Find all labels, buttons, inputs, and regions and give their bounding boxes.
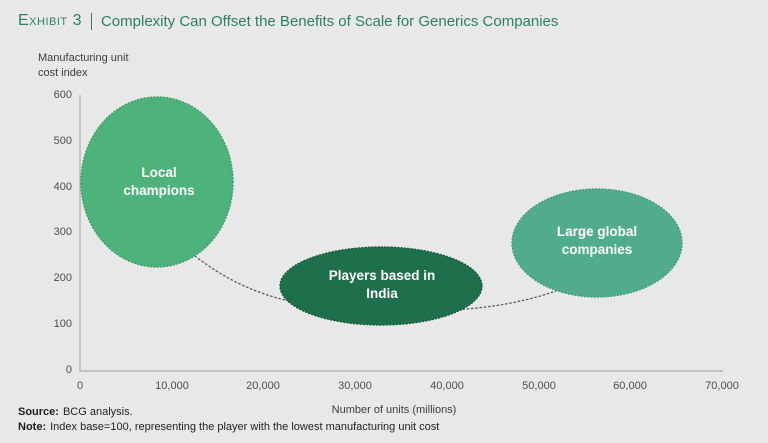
note-text: Index base=100, representing the player …	[50, 421, 440, 433]
source-label: Source:	[18, 406, 59, 418]
x-tick-70000: 70,000	[705, 380, 739, 392]
chart-title: Complexity Can Offset the Benefits of Sc…	[100, 12, 559, 30]
exhibit-header: Exhibit 3 Complexity Can Offset the Bene…	[18, 10, 558, 32]
y-tick-200: 200	[53, 272, 72, 284]
axis-lines	[79, 95, 723, 372]
bubble-large-global	[511, 188, 683, 298]
source-line: Source: BCG analysis.	[18, 405, 439, 420]
x-tick-50000: 50,000	[522, 380, 556, 392]
footer: Source: BCG analysis. Note: Index base=100…	[18, 405, 439, 435]
y-axis-title: Manufacturing unit cost index	[38, 52, 129, 79]
y-tick-300: 300	[53, 226, 72, 238]
y-tick-500: 500	[53, 135, 72, 147]
note-line: Note: Index base=100, representing the pl…	[18, 420, 439, 435]
bubble-label-large-global: Large global companies	[556, 224, 638, 257]
source-text: BCG analysis.	[62, 406, 133, 418]
bubble-players-india	[279, 246, 483, 326]
exhibit-number-label: Exhibit 3	[18, 12, 82, 29]
x-tick-10000: 10,000	[155, 380, 189, 392]
x-axis-title: Number of units (millions)	[331, 404, 457, 416]
x-tick-20000: 20,000	[246, 380, 280, 392]
y-tick-100: 100	[53, 318, 72, 330]
y-tick-600: 600	[53, 89, 72, 101]
y-tick-400: 400	[53, 181, 72, 193]
bubble-local-champions	[80, 96, 234, 268]
note-label: Note:	[18, 421, 47, 433]
bubble-label-players-india: Players based in India	[328, 268, 436, 301]
header-separator-bar	[90, 12, 92, 30]
x-tick-60000: 60,000	[613, 380, 647, 392]
x-tick-30000: 30,000	[338, 380, 372, 392]
bubble-label-local-champions: Local champions	[123, 165, 195, 198]
x-tick-40000: 40,000	[430, 380, 464, 392]
x-tick-0: 0	[76, 380, 84, 392]
y-tick-0: 0	[65, 364, 72, 376]
